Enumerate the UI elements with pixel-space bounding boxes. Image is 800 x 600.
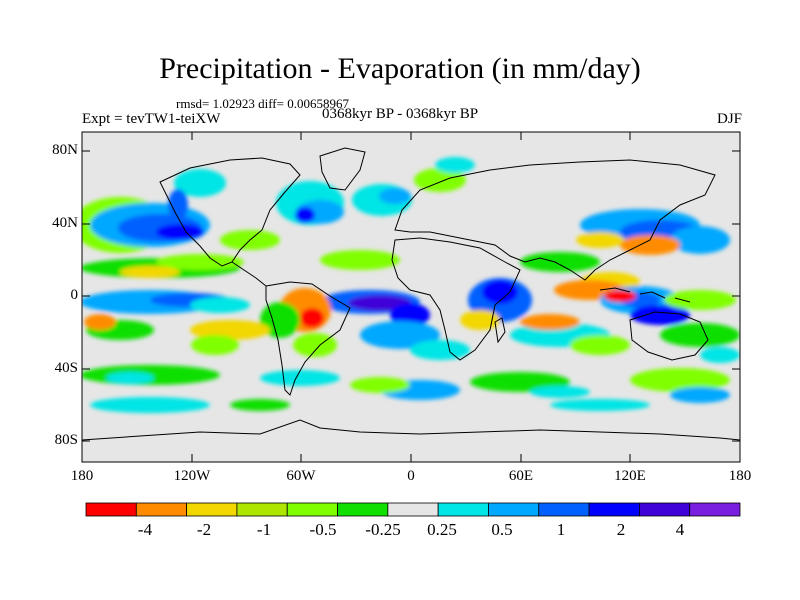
lon-label-60w: 60W (286, 468, 316, 484)
coastlines (82, 147, 740, 441)
lon-label-60e: 60E (508, 468, 534, 484)
colorbar-box (286, 502, 338, 517)
period-label: 0368kyr BP - 0368kyr BP (322, 106, 479, 122)
lon-label-120w: 120W (173, 468, 211, 484)
colorbar-label: 0.5 (491, 520, 513, 539)
lon-label-0: 0 (407, 468, 415, 484)
central-america-outline (231, 261, 267, 287)
antarctica-outline (82, 419, 740, 441)
africa-outline (391, 237, 521, 361)
lat-label-40n: 40N (52, 215, 78, 231)
colorbar-label: -2 (196, 520, 212, 539)
colorbar-box (186, 502, 238, 517)
stats-line: rmsd= 1.02923 diff= 0.00658967 (176, 96, 349, 111)
madagascar-outline (494, 317, 506, 344)
colorbar-box (588, 502, 640, 517)
colorbar-box (538, 502, 590, 517)
colorbar-box (488, 502, 540, 517)
colorbar-box (437, 502, 489, 517)
colorbar-box (689, 502, 741, 517)
colorbar-box (85, 502, 137, 517)
experiment-label: Expt = tevTW1-teiXW (82, 111, 221, 127)
colorbar-label: -1 (256, 520, 272, 539)
greenland-outline (319, 147, 366, 191)
maritime-continent-outline (599, 287, 691, 303)
colorbar-box (135, 502, 188, 517)
axis-ticks (81, 132, 741, 462)
colorbar-label: -0.25 (365, 520, 401, 539)
pe-field (82, 157, 740, 413)
map-title: Precipitation - Evaporation (in mm/day) (159, 52, 641, 85)
colorbar-label: -0.5 (309, 520, 337, 539)
colorbar-label: 4 (675, 520, 685, 539)
colorbar-label: 0.25 (427, 520, 457, 539)
lat-label-0: 0 (70, 287, 79, 303)
north-america-outline (159, 157, 301, 267)
lon-label-120e: 120E (614, 468, 646, 484)
australia-outline (629, 311, 709, 361)
colorbar-box (236, 502, 288, 517)
lat-label-80n: 80N (52, 142, 78, 158)
lon-label-180e: 180 (728, 468, 752, 484)
lat-label-40s: 40S (54, 360, 78, 376)
colorbar-box (337, 502, 389, 517)
colorbar-box (638, 502, 691, 517)
lat-label-80s: 80S (54, 432, 78, 448)
colorbar-label: 1 (556, 520, 566, 539)
colorbar-label: 2 (616, 520, 626, 539)
season-label: DJF (716, 111, 742, 127)
colorbar-box (387, 502, 439, 517)
colorbar (85, 502, 741, 517)
lon-label-180w: 180 (70, 468, 94, 484)
eurasia-outline (394, 159, 716, 281)
south-america-outline (265, 281, 351, 396)
colorbar-label: -4 (137, 520, 153, 539)
